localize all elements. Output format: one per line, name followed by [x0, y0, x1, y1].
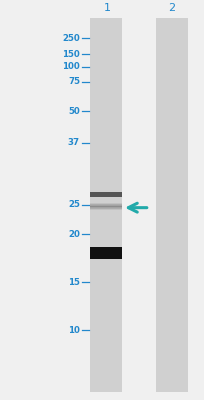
Text: 10: 10 [68, 326, 80, 334]
Bar [90, 208, 121, 209]
Text: 50: 50 [68, 107, 80, 116]
Bar [90, 18, 121, 392]
Text: 100: 100 [62, 62, 80, 72]
Text: 75: 75 [68, 77, 80, 86]
Bar [90, 209, 121, 210]
Bar [90, 247, 121, 259]
Bar [90, 204, 121, 205]
Text: 20: 20 [68, 230, 80, 238]
Text: 37: 37 [68, 138, 80, 147]
Bar [155, 18, 187, 392]
Bar [90, 208, 121, 209]
Text: 150: 150 [62, 50, 80, 59]
Text: 1: 1 [103, 3, 110, 13]
Bar [90, 205, 121, 206]
Bar [90, 206, 121, 208]
Bar [90, 206, 121, 207]
Text: 15: 15 [68, 278, 80, 286]
Text: 250: 250 [62, 34, 80, 43]
Bar [90, 207, 121, 208]
Bar [90, 203, 121, 204]
Bar [90, 192, 121, 197]
Text: 2: 2 [167, 3, 174, 13]
Bar [90, 205, 121, 206]
Text: 25: 25 [68, 200, 80, 209]
